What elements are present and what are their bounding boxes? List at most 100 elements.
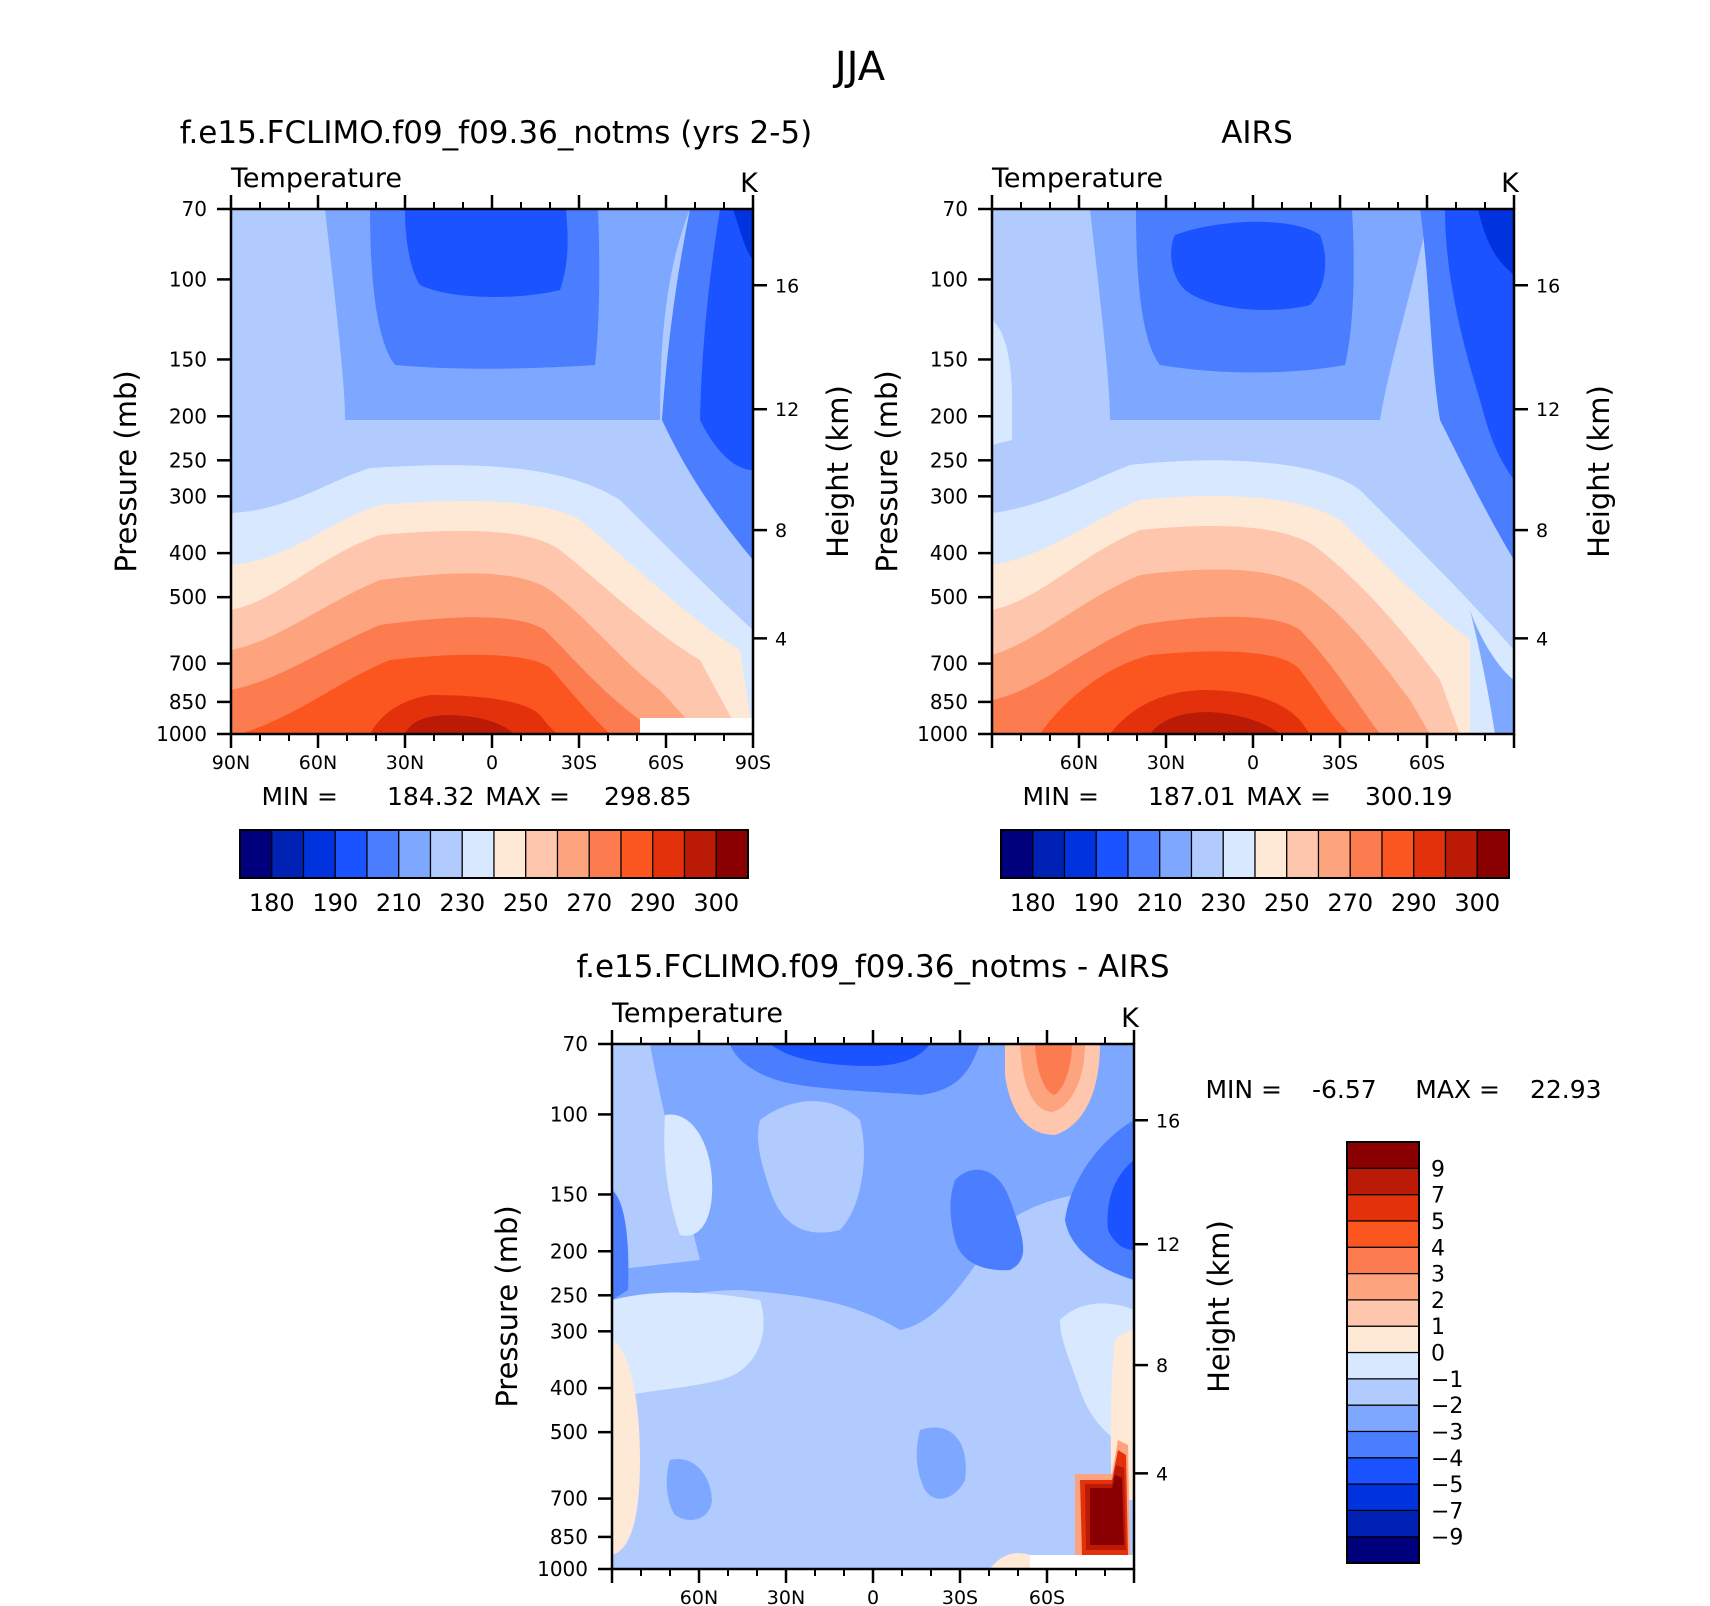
colorbar-cell	[366, 829, 400, 879]
colorbar-label: 3	[1431, 1263, 1445, 1288]
panel-obs-axes: 60N 30N 0 30S 60S 70 100 150 200 250 300 400 500 700 8…	[870, 195, 1616, 774]
y-axis-label: Pressure (mb)	[109, 370, 143, 572]
colorbar-label: 250	[1264, 889, 1310, 917]
panel-obs-contours	[992, 209, 1514, 734]
colorbar-label: −5	[1431, 1473, 1463, 1498]
model-band-deep-blue-east	[700, 209, 753, 470]
colorbar-label: −3	[1431, 1420, 1463, 1445]
panel-model: f.e15.FCLIMO.f09_f09.36_notms (yrs 2-5) …	[109, 115, 855, 917]
y-tick-label: 850	[169, 690, 207, 714]
x-tick-label: 30S	[1322, 752, 1358, 774]
y-tick-label: 150	[550, 1182, 588, 1206]
diff-band-mid-blue-upper	[612, 1044, 1134, 1330]
x-tick-label: 30N	[767, 1587, 805, 1606]
y-tick-label: 250	[930, 448, 968, 472]
colorbar-cell	[1444, 829, 1478, 879]
obs-band-coastal-blue	[1470, 610, 1514, 734]
x-tick-label: 30N	[386, 752, 424, 774]
model-band-core-east	[733, 209, 753, 260]
colorbar-label: 210	[376, 889, 422, 917]
diff-band-hot-4	[1090, 1475, 1124, 1545]
colorbar-cell	[1413, 829, 1447, 879]
y-right-tick-label: 8	[1536, 520, 1548, 542]
y-tick-label: 70	[182, 197, 207, 221]
x-tick-label: 60N	[299, 752, 337, 774]
panel-model-min-value: 184.32	[387, 782, 474, 811]
x-tick-label: 30S	[942, 1587, 978, 1606]
y-tick-label: 100	[550, 1102, 588, 1126]
model-band-dark-red	[405, 715, 515, 734]
panel-obs-title: AIRS	[1221, 115, 1293, 151]
colorbar-cell	[556, 829, 590, 879]
x-tick-label: 90S	[735, 752, 771, 774]
colorbar-label: 7	[1431, 1184, 1445, 1209]
colorbar-cell	[683, 829, 717, 879]
colorbar-cell	[1346, 1351, 1420, 1380]
diff-band-pale-north	[664, 1114, 713, 1236]
panel-diff-title: f.e15.FCLIMO.f09_f09.36_notms - AIRS	[576, 949, 1169, 985]
colorbar-cell	[1346, 1457, 1420, 1485]
x-tick-label: 60N	[1060, 752, 1098, 774]
x-tick-label: 60S	[1409, 752, 1445, 774]
panel-model-contours	[231, 209, 753, 734]
y-tick-label: 100	[169, 267, 207, 291]
panel-obs-variable: Temperature	[991, 163, 1163, 194]
panel-diff-variable: Temperature	[611, 998, 783, 1029]
diff-band-mid-blue-lower-2	[916, 1427, 966, 1499]
panel-model-min-label: MIN =	[261, 782, 338, 811]
y-axis-label: Pressure (mb)	[870, 370, 904, 572]
colorbar-label: −4	[1431, 1447, 1463, 1472]
colorbar-cell	[652, 829, 686, 879]
y-tick-label: 150	[930, 347, 968, 371]
diff-band-pale-west	[612, 1292, 764, 1400]
colorbar-cell	[1346, 1220, 1420, 1248]
panel-diff-contours	[612, 1044, 1134, 1569]
colorbar-label: 230	[1200, 889, 1246, 917]
colorbar-cell	[525, 829, 559, 879]
colorbar-label: 210	[1137, 889, 1183, 917]
y-tick-label: 250	[169, 448, 207, 472]
y-tick-label: 500	[550, 1420, 588, 1444]
obs-band-deep-blue-east	[1445, 209, 1514, 480]
x-tick-label: 60S	[648, 752, 684, 774]
colorbar-cell	[1222, 829, 1256, 879]
colorbar-cell	[429, 829, 463, 879]
figure-title: JJA	[832, 44, 886, 90]
colorbar-label: −2	[1431, 1394, 1463, 1419]
colorbar-cell	[1346, 1299, 1420, 1327]
colorbar-cell	[1159, 829, 1193, 879]
y-right-tick-label: 4	[775, 628, 787, 650]
y-right-tick-label: 12	[1536, 399, 1560, 421]
colorbar-label: 270	[566, 889, 612, 917]
y-right-tick-label: 8	[775, 520, 787, 542]
colorbar-cell	[1349, 829, 1383, 879]
y-right-tick-label: 8	[1156, 1355, 1168, 1377]
panel-obs-units: K	[1501, 168, 1520, 199]
diff-band-mid-blue-lower	[666, 1459, 712, 1520]
colorbar-cell	[1095, 829, 1129, 879]
obs-band-dark-red	[1150, 712, 1280, 734]
colorbar-label: 180	[1010, 889, 1056, 917]
colorbar-cell	[1254, 829, 1288, 879]
panel-obs-min-value: 187.01	[1148, 782, 1235, 811]
colorbar-cell	[1476, 829, 1510, 879]
colorbar-cell	[1346, 1404, 1420, 1433]
y-tick-label: 400	[550, 1376, 588, 1400]
x-tick-label: 90N	[212, 752, 250, 774]
y-tick-label: 850	[930, 690, 968, 714]
y-tick-label: 200	[550, 1239, 588, 1263]
diff-band-deep-blue-south	[1107, 1160, 1134, 1250]
colorbar-frame	[239, 829, 749, 879]
y-tick-label: 700	[550, 1487, 588, 1511]
panel-diff-max-value: 22.93	[1530, 1075, 1602, 1104]
x-tick-label: 60N	[680, 1587, 718, 1606]
y-right-tick-label: 16	[1156, 1110, 1180, 1132]
colorbar-cell	[620, 829, 654, 879]
y-right-axis-label: Height (km)	[821, 385, 855, 558]
y-right-tick-label: 16	[1536, 275, 1560, 297]
diff-band-cream-north	[612, 1340, 640, 1555]
panel-model-variable: Temperature	[230, 163, 402, 194]
colorbar-label: 1	[1431, 1315, 1445, 1340]
y-tick-label: 1000	[537, 1557, 588, 1581]
